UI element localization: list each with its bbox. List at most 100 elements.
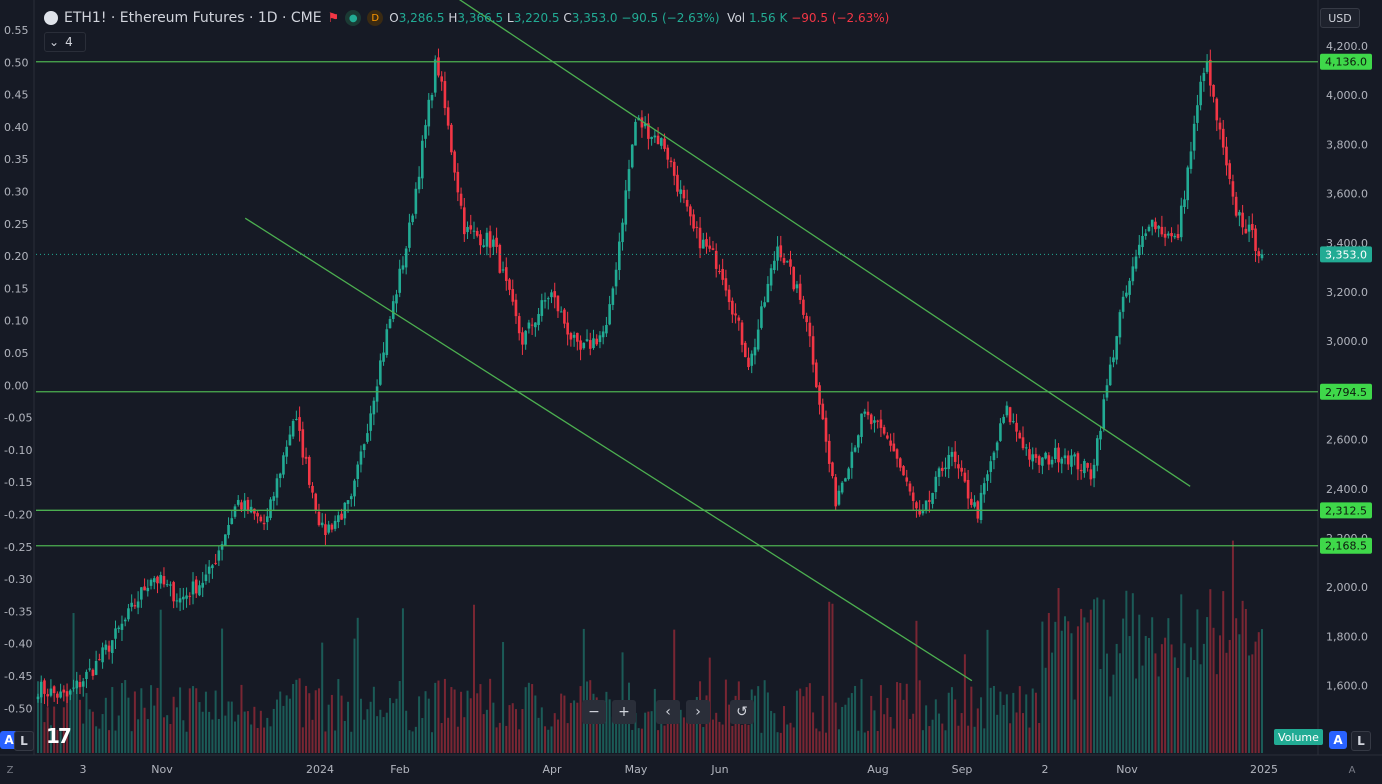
right-auto-scale-button[interactable]: A: [1329, 731, 1347, 749]
candle: [605, 325, 608, 334]
candle: [466, 226, 469, 233]
left-axis-label: -0.15: [4, 476, 32, 489]
candle: [514, 299, 518, 317]
candle: [1047, 455, 1051, 465]
volume-bar: [711, 719, 714, 753]
delayed-data-badge[interactable]: D: [367, 10, 384, 26]
candle: [931, 492, 934, 504]
volume-bar: [983, 728, 986, 753]
candle: [1154, 221, 1157, 230]
market-status-icon[interactable]: ●: [345, 10, 362, 26]
volume-bar: [1005, 694, 1008, 753]
candle: [1225, 146, 1228, 166]
time-scale-auto-corner[interactable]: A: [1348, 764, 1356, 776]
candle: [1257, 251, 1261, 257]
volume-bar: [1238, 634, 1241, 753]
volume-bar: [556, 719, 559, 753]
volume-pane-label[interactable]: Volume: [1274, 729, 1323, 745]
volume-bar: [1051, 652, 1054, 753]
volume-bar: [1102, 599, 1105, 753]
currency-selector[interactable]: USD: [1320, 8, 1360, 28]
candle: [291, 420, 295, 437]
volume-bar: [340, 695, 343, 753]
candle: [821, 403, 825, 420]
volume-bar: [1096, 597, 1099, 753]
candle: [198, 585, 201, 596]
volume-bar: [1099, 669, 1102, 753]
level-price-label: 2,794.5: [1325, 386, 1367, 399]
volume-bar: [1154, 653, 1157, 753]
candle: [482, 245, 485, 247]
volume-bar: [1180, 594, 1183, 753]
candle: [456, 171, 460, 193]
volume-bar: [938, 713, 941, 753]
candle: [986, 474, 989, 481]
candle: [1076, 453, 1080, 470]
volume-bar: [908, 718, 911, 753]
candle: [656, 135, 660, 145]
volume-bar: [418, 696, 421, 753]
volume-bar: [863, 732, 866, 753]
candle: [36, 696, 40, 700]
scroll-left-button[interactable]: ‹: [656, 700, 680, 724]
candle: [85, 671, 88, 679]
volume-bar: [544, 726, 547, 753]
candle: [760, 306, 763, 328]
candle: [915, 502, 918, 509]
time-axis-label: 2: [1042, 763, 1049, 776]
candle: [265, 516, 269, 523]
candle: [404, 248, 408, 268]
volume-bar: [414, 726, 417, 753]
left-auto-scale-button[interactable]: A: [0, 731, 18, 749]
volume-bar: [963, 654, 966, 753]
symbol-title[interactable]: ETH1! · Ethereum Futures · 1D · CME: [64, 10, 322, 26]
candle: [136, 601, 140, 608]
volume-bar: [1183, 643, 1186, 753]
volume-bar: [847, 697, 850, 753]
candle: [953, 451, 957, 462]
candle: [463, 207, 466, 235]
left-axis-label: 0.45: [4, 89, 29, 102]
volume-bar: [637, 728, 640, 753]
scroll-right-button[interactable]: ›: [686, 700, 710, 724]
candle: [1163, 233, 1167, 238]
right-log-scale-button[interactable]: L: [1351, 731, 1371, 751]
volume-bar: [376, 716, 379, 753]
volume-bar: [1231, 540, 1234, 753]
candle: [353, 480, 356, 497]
candle: [811, 336, 815, 365]
candle: [369, 413, 372, 431]
volume-bar: [928, 726, 931, 753]
volume-bar: [411, 731, 414, 753]
candle: [1228, 163, 1232, 180]
volume-bar: [802, 696, 805, 753]
candle: [1063, 455, 1067, 459]
tradingview-logo-icon[interactable]: 17: [46, 724, 72, 748]
volume-bar: [37, 681, 39, 753]
left-log-scale-button[interactable]: L: [14, 731, 34, 751]
zoom-out-button[interactable]: −: [582, 700, 606, 724]
flag-icon[interactable]: ⚑: [327, 10, 340, 26]
level-price-tag: [1320, 53, 1372, 70]
candle: [1050, 459, 1054, 465]
volume-bar: [582, 628, 585, 753]
candle: [679, 189, 682, 194]
candle: [895, 449, 899, 459]
candle: [253, 508, 256, 514]
candle: [511, 289, 515, 302]
volume-bar: [605, 691, 608, 753]
reset-chart-button[interactable]: ↺: [730, 700, 754, 724]
candle: [1241, 212, 1244, 228]
candle: [372, 400, 376, 415]
candle: [970, 498, 973, 505]
candle: [1005, 405, 1009, 416]
timezone-corner[interactable]: Z: [6, 764, 14, 776]
indicators-toggle-button[interactable]: ⌄ 4: [44, 32, 86, 52]
candle: [408, 222, 411, 248]
candle: [152, 578, 156, 583]
zoom-in-button[interactable]: +: [612, 700, 636, 724]
candle: [143, 586, 146, 591]
volume-bar: [250, 724, 253, 753]
candle: [1099, 430, 1102, 440]
